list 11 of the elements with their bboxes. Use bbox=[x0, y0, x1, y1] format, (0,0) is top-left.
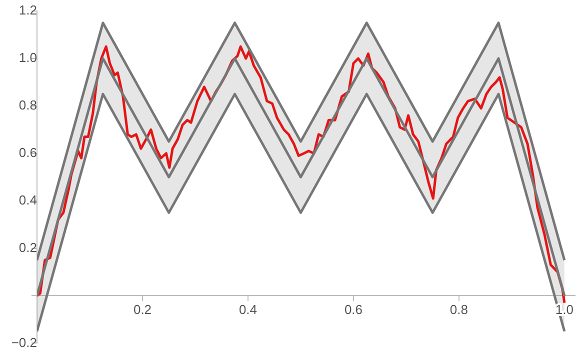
y-tick-label: 0.4 bbox=[18, 192, 37, 208]
y-tick-label: 0.8 bbox=[18, 97, 37, 112]
x-tick-label: 0.8 bbox=[450, 302, 468, 317]
y-tick-label: 1.2 bbox=[18, 2, 37, 18]
y-tick-label: −0.2 bbox=[11, 334, 37, 350]
x-tick-label: 0.6 bbox=[344, 302, 363, 317]
x-tick-label: 0.4 bbox=[238, 302, 258, 317]
y-tick-label: 0.6 bbox=[18, 144, 37, 160]
y-tick-label: 1.0 bbox=[18, 50, 37, 66]
y-tick-label: 0.2 bbox=[18, 240, 37, 255]
x-tick-label: 0.2 bbox=[133, 302, 152, 317]
